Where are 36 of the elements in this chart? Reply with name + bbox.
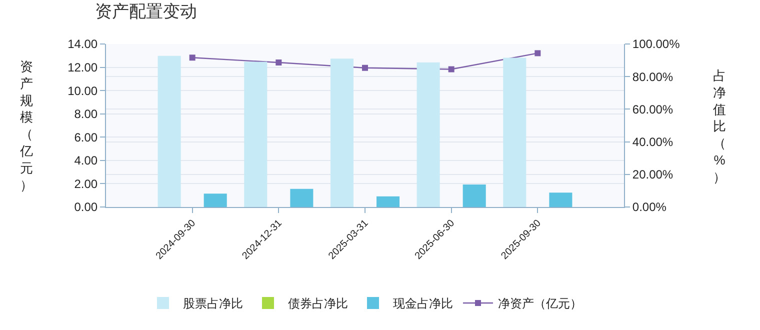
point	[189, 54, 196, 61]
bar	[330, 58, 354, 207]
y-tick-label: 6.00	[74, 130, 98, 144]
legend-label: 债券占净比	[288, 296, 348, 311]
point	[448, 66, 454, 72]
y2-tick-label: 20.00%	[632, 168, 674, 182]
bar	[503, 58, 526, 207]
y2-tick-label: 40.00%	[632, 135, 674, 149]
y-tick-label: 2.00	[74, 176, 98, 191]
y-tick-label: 4.00	[74, 154, 98, 168]
point	[534, 50, 541, 56]
y-tick-label: 0.00	[74, 200, 98, 214]
legend-label: 股票占净比	[183, 296, 243, 311]
point	[276, 60, 282, 66]
y-axis-title: 资产规模（亿元）	[19, 59, 33, 192]
bar	[462, 184, 486, 207]
bar	[244, 62, 268, 207]
y-tick-label: 14.00	[68, 37, 98, 52]
bar	[416, 62, 440, 207]
y2-tick-label: 80.00%	[632, 70, 674, 84]
bar	[376, 196, 400, 207]
legend-label: 现金占净比	[393, 296, 453, 311]
bar	[290, 188, 314, 207]
point	[362, 64, 368, 71]
bar	[158, 56, 181, 207]
y-tick-label: 12.00	[68, 60, 98, 74]
y2-tick-label: 0.00%	[632, 200, 667, 214]
chart-title: 资产配置变动	[95, 2, 197, 21]
bar	[549, 192, 572, 207]
y-tick-label: 10.00	[68, 84, 98, 98]
y2-tick-label: 100.00%	[632, 37, 680, 52]
y2-tick-label: 60.00%	[632, 102, 674, 116]
bar	[204, 194, 227, 207]
y2-axis-title: 占净值比（%）	[713, 68, 726, 184]
y-tick-label: 8.00	[74, 107, 98, 122]
legend-label: 净资产（亿元）	[498, 296, 582, 311]
